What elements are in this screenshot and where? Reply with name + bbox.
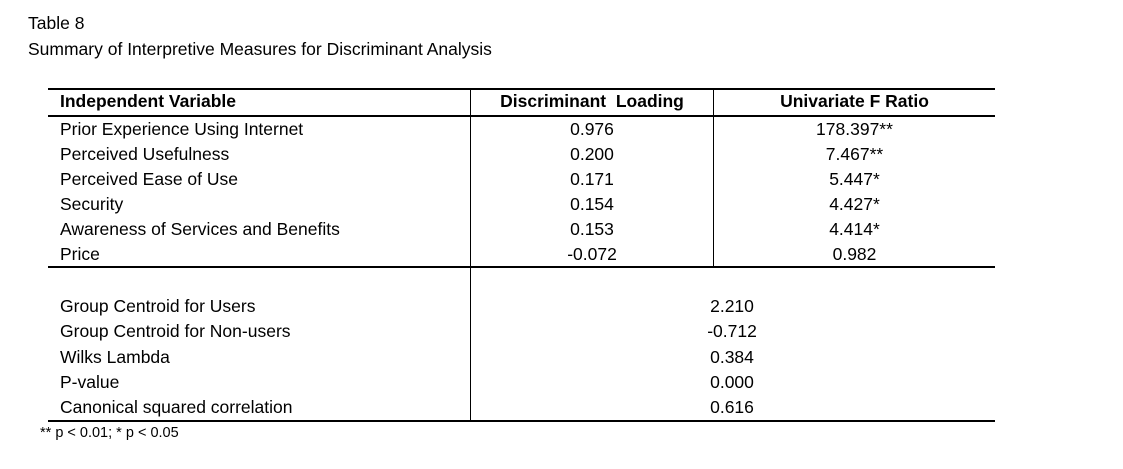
row-label: Prior Experience Using Internet bbox=[60, 119, 304, 139]
row-f-ratio: 0.982 bbox=[832, 244, 877, 264]
header-univariate-f-ratio: Univariate F Ratio bbox=[780, 91, 929, 111]
summary-value: 0.000 bbox=[710, 372, 754, 392]
footnote: ** p < 0.01; * p < 0.05 bbox=[40, 425, 179, 441]
table-label: Table 8 bbox=[28, 13, 85, 33]
summary-label: Group Centroid for Non-users bbox=[60, 321, 291, 341]
row-loading: 0.171 bbox=[570, 169, 614, 189]
summary-value: 0.616 bbox=[710, 397, 754, 417]
row-loading: 0.153 bbox=[570, 219, 614, 239]
summary-label: Canonical squared correlation bbox=[60, 397, 293, 417]
bottom-rule bbox=[48, 420, 995, 422]
row-f-ratio: 4.427* bbox=[829, 194, 880, 214]
header-rule bbox=[48, 115, 995, 117]
header-discriminant-loading: Discriminant Loading bbox=[500, 91, 684, 111]
row-label: Price bbox=[60, 244, 100, 264]
top-rule bbox=[48, 88, 995, 90]
summary-divider bbox=[470, 268, 471, 422]
row-label: Security bbox=[60, 194, 124, 214]
summary-value: 0.384 bbox=[710, 347, 754, 367]
row-loading: 0.976 bbox=[570, 119, 614, 139]
row-label: Perceived Ease of Use bbox=[60, 169, 239, 189]
column-divider-1 bbox=[470, 88, 471, 268]
row-f-ratio: 4.414* bbox=[829, 219, 880, 239]
summary-label: Group Centroid for Users bbox=[60, 296, 256, 316]
row-loading: 0.154 bbox=[570, 194, 614, 214]
header-independent-variable: Independent Variable bbox=[60, 91, 237, 111]
summary-label: P-value bbox=[60, 372, 120, 392]
column-divider-2 bbox=[713, 88, 714, 268]
row-label: Awareness of Services and Benefits bbox=[60, 219, 340, 239]
summary-label: Wilks Lambda bbox=[60, 347, 170, 367]
summary-value: -0.712 bbox=[707, 321, 757, 341]
row-label: Perceived Usefulness bbox=[60, 144, 230, 164]
summary-value: 2.210 bbox=[710, 296, 754, 316]
row-f-ratio: 178.397** bbox=[816, 119, 893, 139]
row-f-ratio: 7.467** bbox=[825, 144, 884, 164]
row-f-ratio: 5.447* bbox=[829, 169, 880, 189]
mid-rule bbox=[48, 266, 995, 268]
row-loading: -0.072 bbox=[567, 244, 617, 264]
table-title: Summary of Interpretive Measures for Dis… bbox=[28, 39, 492, 59]
row-loading: 0.200 bbox=[570, 144, 614, 164]
